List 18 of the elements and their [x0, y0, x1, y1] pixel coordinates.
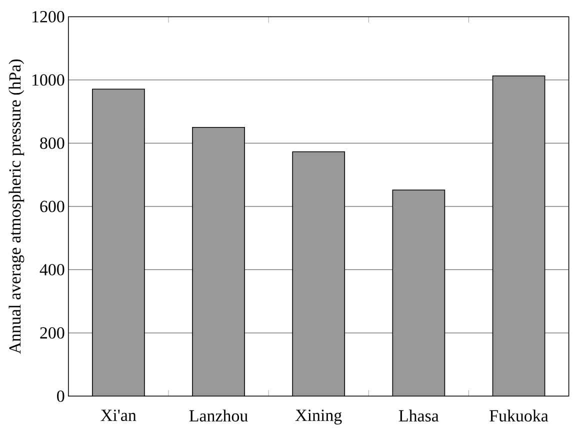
y-tick-label: 600 — [40, 200, 64, 212]
y-tick-label: 0 — [57, 390, 64, 402]
x-tick-label: Fukuoka — [490, 410, 548, 422]
y-tick-label: 200 — [40, 327, 64, 339]
x-tick-label: Xi'an — [100, 410, 136, 422]
x-tick-label: Xining — [295, 410, 342, 425]
y-tick-label: 1000 — [32, 74, 64, 86]
x-tick-label: Lhasa — [398, 410, 439, 422]
y-tick-label: 1200 — [32, 11, 64, 22]
bar — [392, 190, 446, 396]
x-tick-label: Lanzhou — [189, 410, 248, 422]
y-tick-label: 400 — [40, 264, 64, 276]
bar — [492, 75, 546, 396]
y-tick-label: 800 — [40, 137, 64, 149]
bar — [292, 151, 346, 396]
y-axis-title: Annual average atmospheric pressure (hPa) — [8, 60, 24, 354]
bar — [92, 88, 145, 396]
bar — [192, 126, 245, 396]
